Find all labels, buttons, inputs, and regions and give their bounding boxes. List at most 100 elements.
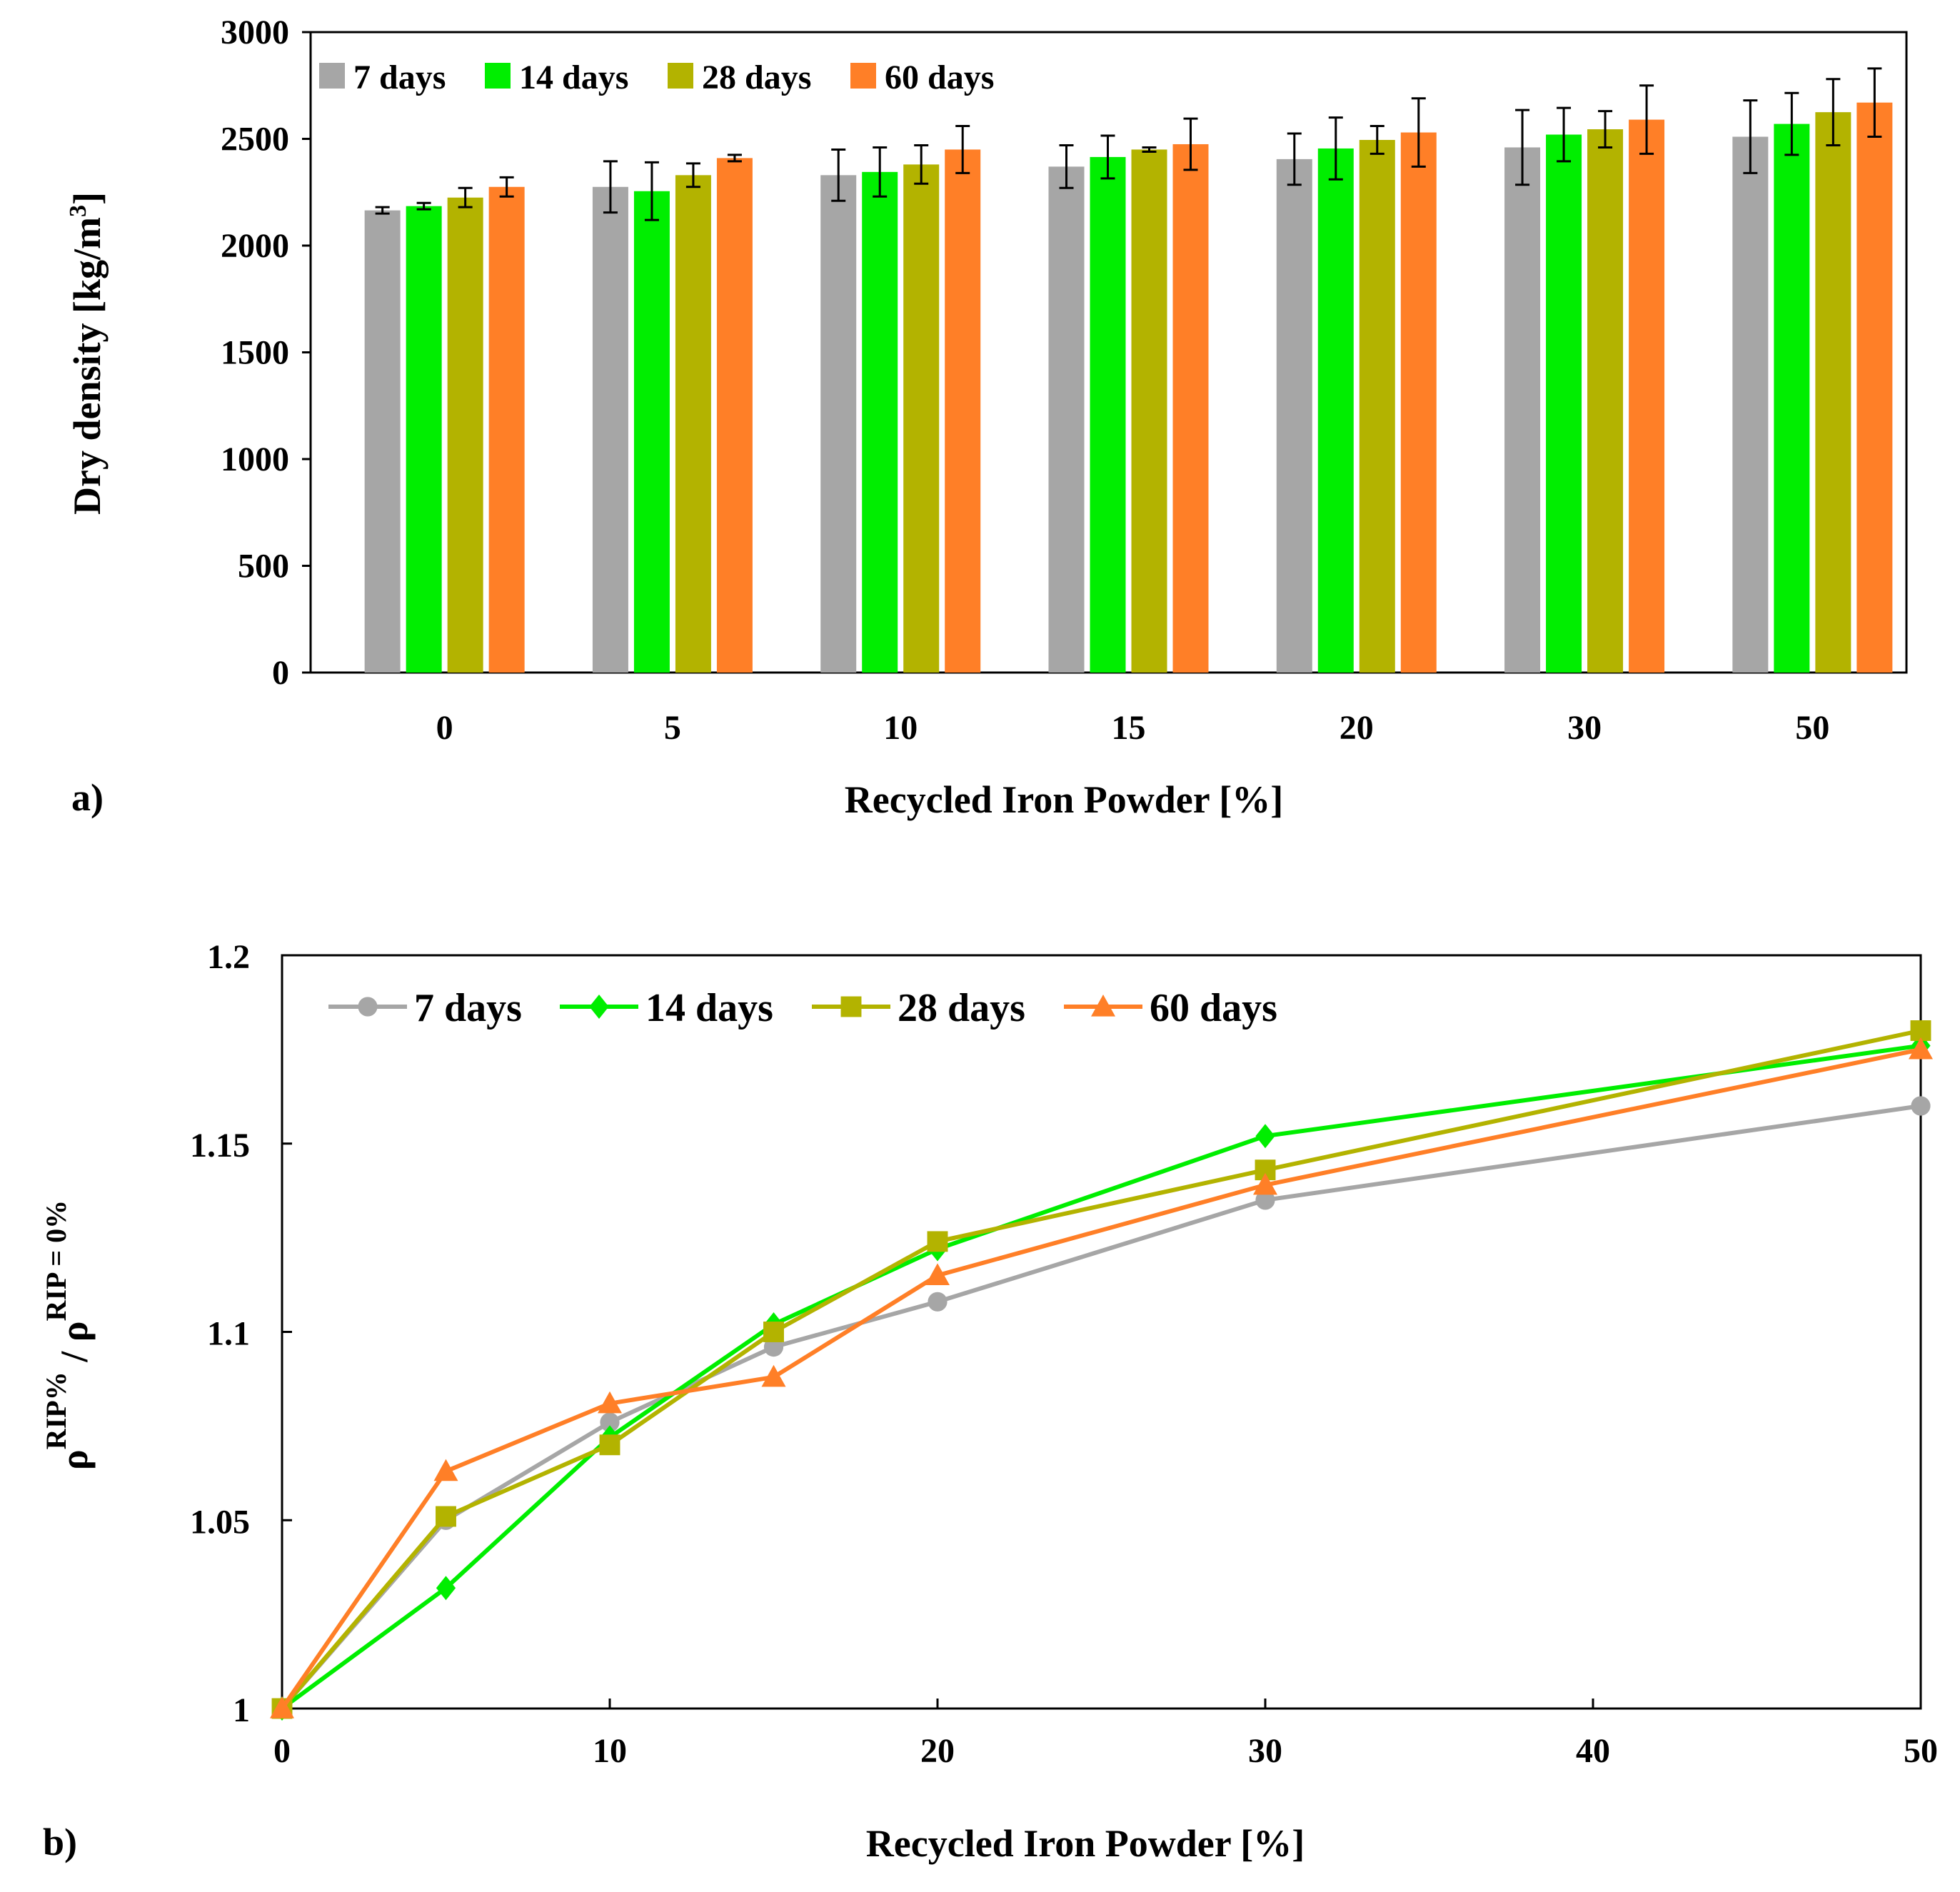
bar-28-days [1359, 139, 1395, 673]
bar-28-days [675, 175, 711, 673]
marker-triangle [1253, 1172, 1277, 1195]
x-tick-label: 15 [1112, 709, 1146, 747]
x-tick-label: 30 [1567, 709, 1602, 747]
marker-circle [1255, 1190, 1275, 1210]
bar-7-days [1276, 158, 1312, 673]
y-axis-title-rho-numerator: ρ [53, 1449, 96, 1470]
x-tick-label: 0 [273, 1732, 291, 1770]
y-axis-title-rho-denominator: ρ [53, 1321, 96, 1342]
bar-28-days [903, 164, 940, 673]
y-axis-title: Dry density [kg/m3] [65, 192, 109, 515]
marker-square [840, 996, 862, 1017]
bar-14-days [1546, 134, 1582, 673]
legend-label: 28 days [898, 986, 1025, 1030]
marker-triangle [270, 1696, 294, 1719]
marker-circle [600, 1412, 620, 1432]
y-tick-label: 1500 [221, 334, 289, 372]
marker-circle [928, 1292, 948, 1312]
bar-14-days [862, 171, 898, 673]
marker-square [763, 1322, 784, 1342]
legend-swatch [319, 63, 345, 89]
legend-label: 7 days [353, 59, 446, 96]
x-tick-label: 10 [593, 1732, 627, 1770]
y-axis-title-end: ] [66, 192, 109, 205]
y-axis-title-sup-numerator: RIP% [40, 1372, 72, 1449]
panel-label: a) [71, 776, 104, 819]
bar-60-days [488, 186, 525, 673]
x-axis-title: Recycled Iron Powder [%] [845, 778, 1283, 821]
marker-square [436, 1506, 456, 1527]
y-tick-label: 1.05 [190, 1503, 250, 1541]
bar-28-days [1587, 129, 1624, 673]
bar-60-days [1172, 144, 1209, 673]
legend-label: 60 days [885, 59, 994, 96]
legend-label: 60 days [1150, 986, 1277, 1030]
y-axis-title-sup: 3 [65, 205, 91, 217]
x-tick-label: 50 [1904, 1732, 1938, 1770]
marker-triangle [1091, 995, 1115, 1017]
x-tick-label: 5 [664, 709, 681, 747]
marker-diamond [1255, 1124, 1275, 1149]
bar-60-days [716, 158, 753, 673]
bar-14-days [406, 206, 442, 673]
x-tick-label: 40 [1576, 1732, 1610, 1770]
y-tick-label: 0 [272, 654, 289, 692]
marker-square [599, 1434, 620, 1456]
y-axis-title-main: Dry density [kg/m [66, 217, 109, 515]
legend-swatch [485, 63, 511, 89]
legend-label: 14 days [519, 59, 628, 96]
y-tick-label: 1.1 [207, 1315, 250, 1353]
bar-60-days [1400, 132, 1437, 673]
bar-60-days [945, 149, 981, 673]
y-tick-label: 1 [233, 1691, 250, 1729]
bar-7-days [592, 186, 628, 673]
legend-label: 14 days [645, 986, 773, 1030]
marker-diamond [436, 1576, 456, 1601]
bar-7-days [1504, 147, 1541, 673]
panel-label: b) [43, 1821, 77, 1863]
bar-7-days [364, 210, 401, 673]
y-tick-label: 1000 [221, 441, 289, 478]
y-tick-label: 500 [238, 548, 289, 585]
y-axis-title-sup-denominator: RIP = 0% [40, 1200, 72, 1321]
marker-circle [358, 997, 378, 1017]
x-tick-label: 20 [1340, 709, 1374, 747]
marker-triangle [761, 1364, 786, 1387]
plot-area-frame [281, 954, 1922, 1710]
legend-swatch [668, 63, 693, 89]
legend-label: 28 days [702, 59, 811, 96]
chart-b-normalized-density-lines: 1 1.05 1.1 1.15 1.2 0 10 20 30 40 50 7 days 14 days 2… [40, 938, 1938, 1865]
bar-28-days [1131, 149, 1167, 673]
y-tick-label: 1.15 [190, 1127, 250, 1164]
bar-28-days [447, 197, 483, 673]
x-tick-label: 50 [1795, 709, 1829, 747]
x-tick-label: 20 [920, 1732, 955, 1770]
x-tick-label: 0 [436, 709, 453, 747]
marker-triangle [598, 1391, 622, 1414]
legend-label: 7 days [414, 986, 522, 1030]
marker-triangle [925, 1263, 950, 1285]
series-line-60-days [280, 1047, 1921, 1710]
y-axis-title: ρRIP% / ρRIP = 0% [40, 1200, 96, 1470]
y-axis-title-slash: / [53, 1342, 96, 1372]
bar-60-days [1856, 102, 1893, 673]
marker-diamond [589, 995, 609, 1019]
bar-28-days [1815, 112, 1851, 673]
legend-swatch [850, 63, 876, 89]
y-tick-label: 3000 [221, 14, 289, 51]
bar-14-days [633, 191, 670, 673]
bar-14-days [1774, 124, 1810, 673]
x-tick-label: 10 [883, 709, 918, 747]
bar-7-days [1732, 136, 1769, 673]
series-line-28-days [280, 1028, 1921, 1710]
bar-14-days [1090, 156, 1126, 673]
chart-a-density-bars: 0 500 1000 1500 2000 2500 3000 0 5 10 15 20 30 50 7 da… [65, 14, 1908, 821]
y-tick-label: 1.2 [207, 938, 250, 976]
marker-circle [1911, 1096, 1931, 1116]
marker-triangle [433, 1459, 458, 1481]
marker-square [927, 1231, 948, 1252]
marker-triangle [1909, 1037, 1933, 1060]
y-tick-label: 2000 [221, 227, 289, 265]
bar-7-days [820, 175, 857, 673]
